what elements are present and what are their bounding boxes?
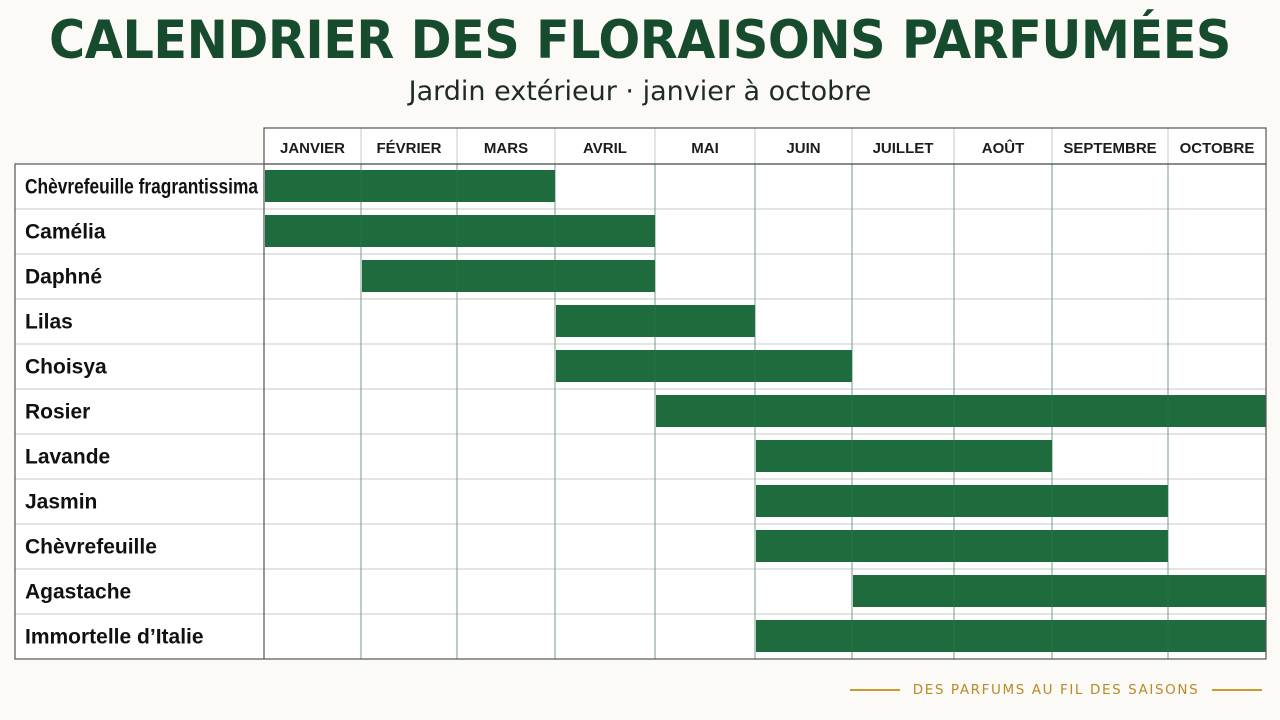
plant-label: Chèvrefeuille fragrantissima <box>25 176 258 199</box>
plant-label: Camélia <box>25 221 106 244</box>
bloom-bar <box>656 395 1266 427</box>
month-label: JUIN <box>786 140 820 157</box>
bloom-bar <box>362 260 655 292</box>
bloom-bar <box>756 440 1052 472</box>
bloom-bar <box>265 170 555 202</box>
bloom-bar <box>556 350 852 382</box>
plant-label: Choisya <box>25 356 107 379</box>
bloom-bar <box>265 215 655 247</box>
chart-subtitle: Jardin extérieur · janvier à octobre <box>408 76 872 107</box>
header-body <box>264 128 1266 164</box>
plant-label: Immortelle d’Italie <box>25 626 204 649</box>
plant-label: Agastache <box>25 581 131 604</box>
plant-label: Rosier <box>25 401 90 424</box>
plant-label: Lilas <box>25 311 73 334</box>
month-label: JUILLET <box>873 140 934 157</box>
footer-text: DES PARFUMS AU FIL DES SAISONS <box>912 682 1200 698</box>
month-label: AVRIL <box>583 140 627 157</box>
bloom-bar <box>853 575 1266 607</box>
month-label: MARS <box>484 140 528 157</box>
plant-label: Daphné <box>25 266 102 289</box>
bloom-bar <box>756 485 1168 517</box>
header-frame <box>263 127 1267 165</box>
month-label: OCTOBRE <box>1180 140 1255 157</box>
bloom-bar <box>756 530 1168 562</box>
footer-rule-right <box>1211 689 1262 691</box>
month-label: AOÛT <box>982 139 1025 157</box>
plant-label: Lavande <box>25 446 110 469</box>
chart-title: CALENDRIER DES FLORAISONS PARFUMÉES <box>49 10 1231 71</box>
month-label: JANVIER <box>280 140 345 157</box>
footer-rule-left <box>850 689 900 691</box>
month-label: FÉVRIER <box>376 140 441 157</box>
month-label: SEPTEMBRE <box>1063 140 1156 157</box>
footer: DES PARFUMS AU FIL DES SAISONS <box>850 680 1262 700</box>
plant-label: Jasmin <box>25 491 97 514</box>
plant-label: Chèvrefeuille <box>25 536 157 559</box>
bloom-bar <box>756 620 1266 652</box>
month-label: MAI <box>691 140 719 157</box>
